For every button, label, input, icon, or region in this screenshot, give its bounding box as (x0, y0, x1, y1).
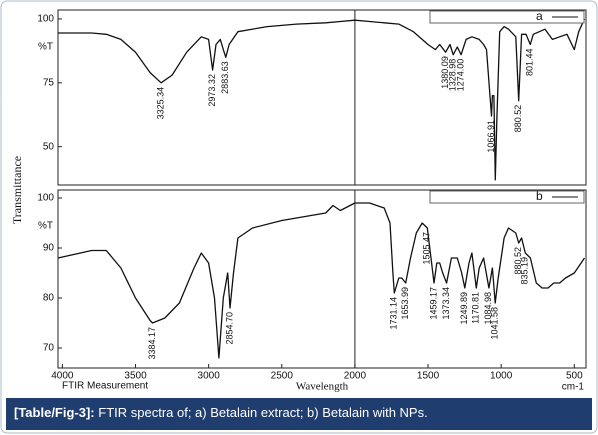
y-axis-label: Transmittance (10, 156, 24, 224)
x-axis-label: Wavelength (296, 381, 349, 393)
y-tick-label: 70 (43, 343, 55, 354)
x-tick-label: 3000 (198, 371, 221, 382)
peak-label: 801.44 (525, 48, 535, 76)
peak-label: 2854.70 (224, 312, 234, 345)
legend-box (429, 10, 585, 24)
y-tick-label: 90 (43, 243, 55, 254)
peak-label: 3384.17 (147, 327, 157, 360)
peak-label: 1249.89 (459, 292, 469, 325)
y-unit-label: %T (38, 42, 53, 53)
legend-label: b (536, 189, 543, 203)
peak-label: 1653.99 (400, 287, 410, 320)
peak-label: 1380.09 (440, 56, 450, 89)
peak-label: 1459.17 (428, 287, 438, 320)
x-tick-label: 4000 (51, 371, 74, 382)
spectrum-line (58, 18, 586, 181)
x-tick-label: 3500 (124, 371, 147, 382)
x-tick-label: 1500 (417, 371, 440, 382)
y-tick-label: 50 (43, 141, 55, 152)
peak-label: 1505.47 (422, 232, 432, 265)
y-tick-label: 100 (37, 14, 54, 25)
peak-label: 1274.00 (455, 59, 465, 92)
peak-label: 1373.34 (441, 287, 451, 320)
x-tick-label: 2500 (271, 371, 294, 382)
peak-label: 1328.98 (447, 59, 457, 92)
caption-bar (6, 398, 592, 430)
legend-box (429, 190, 585, 204)
caption-label: [Table/Fig-3]: (14, 405, 95, 420)
peak-label: 1066.91 (486, 120, 496, 153)
plot-frame (57, 9, 587, 186)
peak-label: 2883.63 (220, 61, 230, 94)
legend-label: a (536, 9, 543, 23)
peak-label: 835.19 (520, 257, 530, 285)
caption: [Table/Fig-3]: FTIR spectra of; a) Betal… (14, 405, 428, 420)
x-tick-label: 500 (566, 371, 583, 382)
plot-frame (57, 189, 587, 369)
caption-text: FTIR spectra of; a) Betalain extract; b)… (95, 405, 428, 420)
spectrum-line (57, 202, 586, 359)
peak-label: 3325.34 (155, 87, 165, 120)
y-tick-label: 80 (43, 293, 55, 304)
peak-label: 1170.81 (471, 292, 481, 324)
peak-label: 1731.14 (389, 297, 399, 330)
x-tick-label: 1000 (490, 371, 513, 382)
peak-label: 1084.98 (483, 292, 493, 325)
x-axis-unit: cm-1 (562, 382, 585, 393)
x-axis-caption: FTIR Measurement (62, 381, 148, 392)
x-tick-label: 2000 (344, 371, 367, 382)
peak-label: 1041.58 (489, 307, 499, 340)
y-tick-label: 100 (37, 193, 54, 204)
peak-label: 880.52 (513, 247, 523, 275)
peak-label: 2973.32 (207, 74, 217, 107)
peak-label: 880.52 (513, 105, 523, 133)
y-tick-label: 75 (43, 77, 55, 88)
y-unit-label: %T (38, 221, 53, 232)
